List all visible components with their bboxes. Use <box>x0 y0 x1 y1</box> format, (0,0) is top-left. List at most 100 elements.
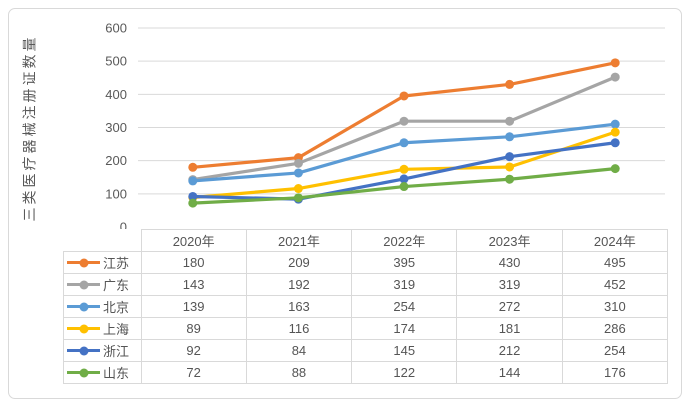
legend-key: 广东 <box>67 275 140 294</box>
table-cell: 88 <box>245 361 353 384</box>
y-tick-label: 200 <box>105 153 127 168</box>
table-cell: 139 <box>140 295 247 318</box>
series-marker-3 <box>293 184 303 194</box>
series-name-label: 上海 <box>103 322 130 337</box>
y-tick-label: 600 <box>105 21 127 36</box>
legend-key: 上海 <box>67 319 140 338</box>
legend-cell: 山东 <box>63 361 142 384</box>
table-cell: 181 <box>456 317 563 340</box>
legend-key: 江苏 <box>67 253 140 272</box>
table-cell: 92 <box>140 339 247 362</box>
y-tick-label: 0 <box>120 220 127 235</box>
series-name-label: 山东 <box>103 366 130 381</box>
legend-cell: 北京 <box>63 295 142 318</box>
legend-key: 北京 <box>67 297 140 316</box>
series-marker-4 <box>610 138 620 148</box>
table-cell: 395 <box>351 251 458 274</box>
legend-marker-icon <box>79 280 88 289</box>
table-header-cell: 2023年 <box>456 229 563 252</box>
table-cell: 495 <box>561 251 669 274</box>
y-tick-label: 100 <box>105 186 127 201</box>
table-header-cell: 2022年 <box>351 229 458 252</box>
table-cell: 145 <box>351 339 458 362</box>
table-cell: 286 <box>561 317 669 340</box>
legend-cell: 浙江 <box>63 339 142 362</box>
series-name-label: 广东 <box>103 278 130 293</box>
table-cell: 452 <box>561 273 669 296</box>
table-row: 北京 139 163 254 272 310 <box>63 295 669 318</box>
series-marker-1 <box>399 116 409 126</box>
series-name-label: 江苏 <box>103 256 130 271</box>
series-marker-2 <box>610 119 620 129</box>
series-marker-1 <box>293 158 303 168</box>
legend-cell: 江苏 <box>63 251 142 274</box>
legend-marker-icon <box>79 368 88 377</box>
table-cell: 176 <box>561 361 669 384</box>
series-marker-4 <box>505 152 515 162</box>
table-cell: 254 <box>561 339 669 362</box>
legend-line-marker-icon <box>67 367 100 378</box>
series-marker-5 <box>188 198 198 208</box>
series-marker-0 <box>505 79 515 89</box>
legend-marker-icon <box>79 346 88 355</box>
legend-key: 浙江 <box>67 341 140 360</box>
table-row: 江苏 180 209 395 430 495 <box>63 251 669 274</box>
table-cell: 430 <box>456 251 563 274</box>
table-header-cell: 2021年 <box>245 229 353 252</box>
table-cell: 122 <box>351 361 458 384</box>
table-cell: 163 <box>245 295 353 318</box>
series-marker-3 <box>610 127 620 137</box>
y-tick-label: 500 <box>105 54 127 69</box>
series-marker-1 <box>505 116 515 126</box>
table-row: 山东 72 88 122 144 176 <box>63 361 669 384</box>
table-cell: 319 <box>351 273 458 296</box>
legend-key: 山东 <box>67 363 140 382</box>
table-cell: 209 <box>245 251 353 274</box>
legend-cell: 上海 <box>63 317 142 340</box>
table-cell: 174 <box>351 317 458 340</box>
table-cell: 72 <box>140 361 247 384</box>
table-cell: 319 <box>456 273 563 296</box>
table-cell: 84 <box>245 339 353 362</box>
table-cell: 143 <box>140 273 247 296</box>
table-row: 广东 143 192 319 319 452 <box>63 273 669 296</box>
table-header-row: 2020年 2021年 2022年 2023年 2024年 <box>64 229 669 252</box>
series-marker-5 <box>293 193 303 203</box>
legend-line-marker-icon <box>67 345 100 356</box>
series-marker-0 <box>188 162 198 172</box>
series-marker-2 <box>399 138 409 148</box>
table-cell: 310 <box>561 295 669 318</box>
series-name-label: 北京 <box>103 300 130 315</box>
table-cell: 254 <box>351 295 458 318</box>
legend-line-marker-icon <box>67 323 100 334</box>
data-table: 2020年 2021年 2022年 2023年 2024年江苏 180 209 395 430 4… <box>63 229 669 384</box>
table-header-cell: 2020年 <box>140 229 247 252</box>
legend-cell: 广东 <box>63 273 142 296</box>
legend-marker-icon <box>79 258 88 267</box>
legend-line-marker-icon <box>67 301 100 312</box>
series-marker-0 <box>610 58 620 68</box>
table-row: 浙江 92 84 145 212 254 <box>63 339 669 362</box>
series-marker-1 <box>610 72 620 82</box>
table-row: 上海 89 116 174 181 286 <box>63 317 669 340</box>
legend-line-marker-icon <box>67 279 100 290</box>
legend-marker-icon <box>79 302 88 311</box>
table-cell: 116 <box>245 317 353 340</box>
series-marker-0 <box>399 91 409 101</box>
table-cell: 180 <box>140 251 247 274</box>
series-marker-2 <box>505 132 515 142</box>
legend-marker-icon <box>79 324 88 333</box>
series-marker-5 <box>505 174 515 184</box>
series-marker-4 <box>399 174 409 184</box>
series-marker-3 <box>505 162 515 172</box>
series-name-label: 浙江 <box>103 344 130 359</box>
table-corner-cell <box>64 230 142 252</box>
series-marker-5 <box>399 182 409 192</box>
series-marker-3 <box>399 164 409 174</box>
table-cell: 272 <box>456 295 563 318</box>
series-marker-4 <box>188 191 198 201</box>
legend-line-marker-icon <box>67 257 100 268</box>
table-cell: 144 <box>456 361 563 384</box>
series-marker-5 <box>610 164 620 174</box>
